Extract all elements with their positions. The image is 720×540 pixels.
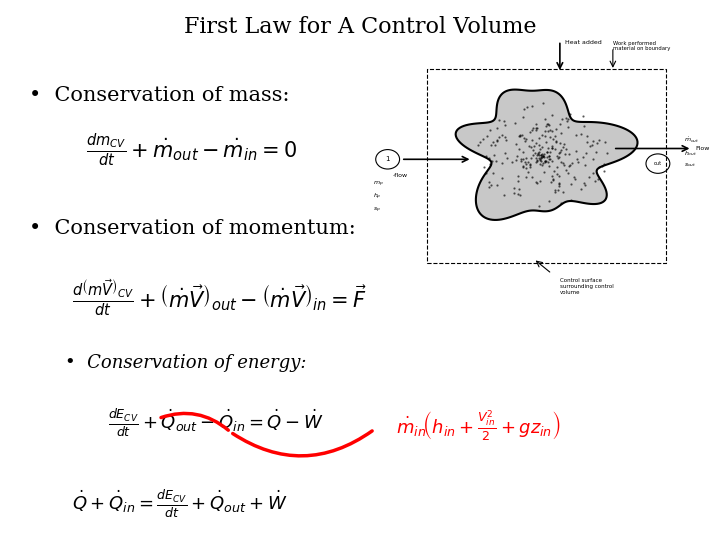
Text: $h_{out}$: $h_{out}$ (685, 149, 698, 158)
Text: First Law for A Control Volume: First Law for A Control Volume (184, 16, 536, 38)
Text: $s_{out}$: $s_{out}$ (685, 161, 697, 168)
Text: Heat added: Heat added (565, 40, 602, 45)
Text: $s_p$: $s_p$ (373, 206, 381, 215)
Text: •  Conservation of energy:: • Conservation of energy: (65, 354, 306, 372)
Text: out: out (654, 161, 662, 166)
Polygon shape (456, 90, 637, 220)
Text: -flow: -flow (393, 173, 408, 178)
Text: $\dot{Q} + \dot{Q}_{in} = \frac{dE_{CV}}{dt} + \dot{Q}_{out} + \dot{W}$: $\dot{Q} + \dot{Q}_{in} = \frac{dE_{CV}}… (72, 489, 287, 521)
Text: 1: 1 (385, 156, 390, 163)
FancyArrowPatch shape (233, 431, 372, 456)
Text: $m_p$: $m_p$ (373, 180, 384, 189)
Text: $\frac{d\left(m\vec{V}\right)_{CV}}{dt} + \left(\dot{m}\vec{V}\right)_{out} - \l: $\frac{d\left(m\vec{V}\right)_{CV}}{dt} … (72, 278, 366, 319)
FancyArrowPatch shape (161, 414, 228, 430)
Text: Flow: Flow (695, 146, 709, 151)
Text: $\frac{dE_{CV}}{dt} + \dot{Q}_{out} - \dot{Q}_{in} = \dot{Q} - \dot{W}$: $\frac{dE_{CV}}{dt} + \dot{Q}_{out} - \d… (108, 408, 323, 440)
Text: $\frac{dm_{CV}}{dt} + \dot{m}_{out} - \dot{m}_{in} = 0$: $\frac{dm_{CV}}{dt} + \dot{m}_{out} - \d… (86, 132, 297, 170)
Text: $\dot{m}_{in}\!\left(h_{in}+\frac{V_{in}^{2}}{2}+gz_{in}\right)$: $\dot{m}_{in}\!\left(h_{in}+\frac{V_{in}… (396, 408, 561, 442)
Text: $h_p$: $h_p$ (373, 192, 382, 202)
Text: $\dot{m}_{out}$: $\dot{m}_{out}$ (685, 136, 700, 145)
Text: Work performed
material on boundary: Work performed material on boundary (613, 40, 670, 51)
Text: Control surface
surrounding control
volume: Control surface surrounding control volu… (560, 278, 613, 295)
Text: •  Conservation of momentum:: • Conservation of momentum: (29, 219, 356, 238)
Text: •  Conservation of mass:: • Conservation of mass: (29, 86, 289, 105)
